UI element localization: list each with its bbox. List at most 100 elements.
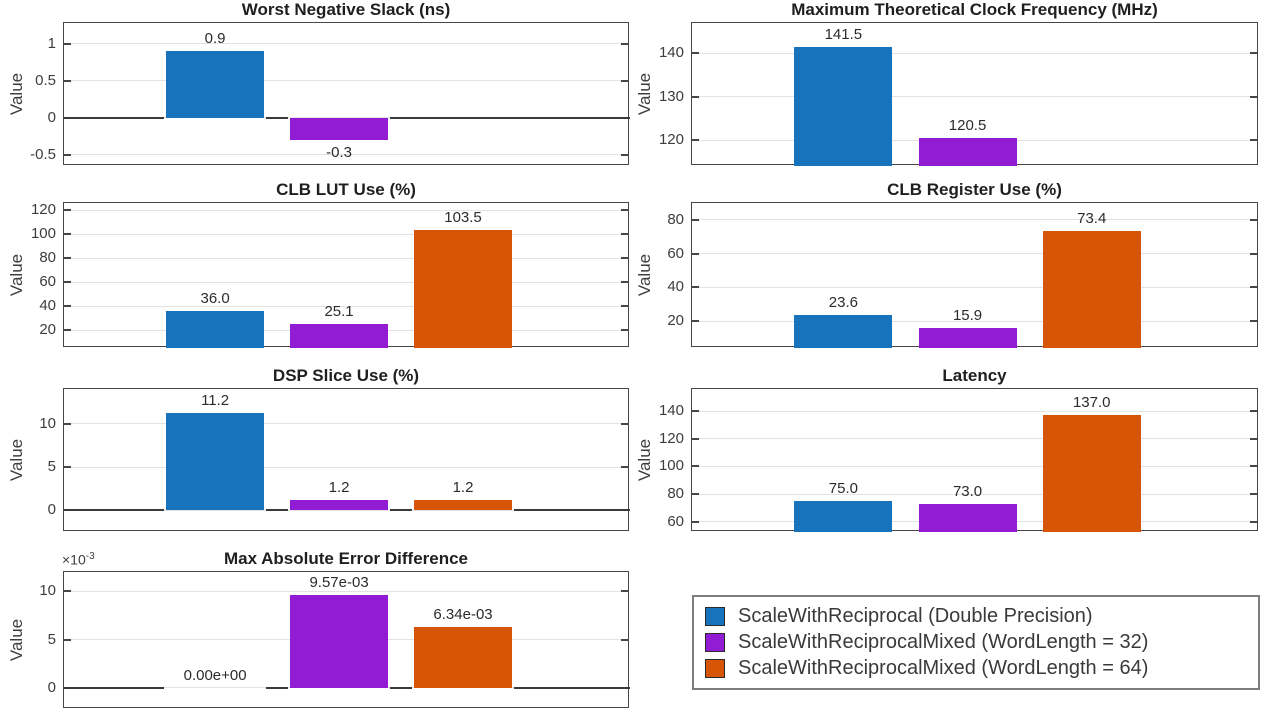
zero-baseline (266, 116, 289, 119)
bar-value-label: 1.2 (452, 478, 474, 496)
zero-baseline (64, 116, 165, 119)
bar (166, 310, 265, 348)
bar (1042, 230, 1141, 348)
gridline (64, 257, 628, 259)
gridline (64, 80, 628, 82)
y-tick-mark (621, 638, 628, 641)
y-tick-mark (1250, 410, 1257, 413)
y-tick-mark (64, 422, 71, 425)
bar-value-label: 9.57e-03 (309, 574, 369, 592)
chart-title: Latency (942, 366, 1007, 385)
axis-scale-exponent: -3 (85, 551, 95, 562)
legend-swatch-purple (705, 633, 725, 652)
bar-value-label: 11.2 (201, 392, 230, 410)
bar (290, 117, 389, 141)
gridline (692, 52, 1257, 54)
y-tick-mark (64, 42, 71, 45)
y-tick-label: 60 (39, 273, 56, 291)
y-tick-mark (692, 139, 699, 141)
y-tick-mark (64, 638, 71, 641)
gridline (692, 465, 1257, 467)
gridline (692, 438, 1257, 440)
bar-value-label: -0.3 (326, 144, 352, 162)
y-tick-mark (621, 257, 628, 260)
y-tick-mark (64, 153, 71, 156)
gridline (692, 320, 1257, 322)
y-tick-mark (64, 209, 71, 212)
y-tick-mark (621, 305, 628, 308)
bar-value-label: 73.4 (1077, 209, 1107, 227)
y-tick-mark (621, 590, 628, 593)
bar (918, 327, 1017, 348)
chart-title: CLB LUT Use (%) (276, 180, 416, 199)
bar-value-label: 1.2 (328, 478, 350, 496)
y-tick-mark (621, 329, 628, 332)
y-tick-mark (64, 79, 71, 82)
y-tick-label: 120 (658, 131, 684, 148)
y-tick-label: 5 (47, 630, 56, 648)
legend-item: ScaleWithReciprocalMixed (WordLength = 3… (705, 631, 1258, 654)
gridline (64, 687, 628, 689)
y-tick-label: 140 (658, 402, 684, 420)
chart: Value 20 40 60 80 23.6 15.9 73.4 (635, 202, 1258, 348)
y-tick-mark (1250, 520, 1257, 523)
zero-baseline (513, 686, 630, 689)
y-tick-mark (1250, 465, 1257, 468)
bar-value-label: 0.9 (204, 30, 226, 48)
y-tick-mark (1250, 437, 1257, 440)
y-tick-mark (621, 42, 628, 45)
chart-title: Worst Negative Slack (ns) (241, 0, 451, 19)
y-tick-mark (64, 233, 71, 236)
gridline (64, 154, 628, 156)
y-tick-mark (1250, 493, 1257, 495)
y-tick-mark (64, 257, 71, 260)
y-tick-mark (1250, 286, 1257, 289)
gridline (64, 509, 628, 511)
legend-swatch-blue (705, 607, 725, 626)
bar (794, 314, 893, 348)
y-tick-label: 0 (47, 678, 56, 696)
y-tick-mark (64, 590, 71, 593)
gridline (692, 286, 1257, 288)
chart: Value 60 80 100 120 140 75.0 73.0 137.0 (635, 388, 1258, 532)
legend: ScaleWithReciprocal (Double Precision) S… (692, 595, 1260, 690)
y-tick-mark (621, 233, 628, 236)
bar (1042, 415, 1141, 532)
chart-title: CLB Register Use (%) (887, 180, 1062, 199)
legend-item: ScaleWithReciprocalMixed (WordLength = 6… (705, 657, 1258, 680)
chart-title: Maximum Theoretical Clock Frequency (MHz… (791, 0, 1158, 19)
y-tick-mark (621, 422, 628, 425)
bar-value-label: 15.9 (952, 306, 983, 324)
y-tick-label: 100 (658, 457, 684, 475)
gridline (64, 43, 628, 45)
bar-value-label: 75.0 (828, 479, 858, 497)
chart: Value 20 40 60 80 100 120 36.0 25.1 103.5 (7, 201, 629, 348)
y-tick-label: 60 (667, 244, 684, 262)
y-tick-mark (621, 281, 628, 284)
y-tick-mark (692, 410, 699, 413)
gridline (64, 305, 628, 307)
axis-scale-label: ×10-3 (62, 551, 95, 568)
y-tick-mark (621, 466, 628, 468)
y-tick-label: 140 (658, 44, 684, 62)
bar (414, 499, 512, 511)
y-tick-mark (64, 329, 71, 332)
y-tick-mark (621, 153, 628, 156)
zero-baseline (64, 686, 165, 689)
gridline (692, 410, 1257, 412)
y-tick-label: 20 (667, 312, 684, 330)
y-tick-mark (1250, 320, 1257, 323)
y-tick-label: 130 (658, 87, 684, 105)
zero-baseline (390, 686, 413, 689)
bar-value-label: 137.0 (1072, 394, 1111, 412)
legend-swatch-orange (705, 659, 725, 678)
y-tick-mark (692, 286, 699, 289)
gridline (64, 233, 628, 235)
y-tick-mark (692, 218, 699, 221)
gridline (692, 219, 1257, 221)
y-tick-mark (692, 520, 699, 523)
y-tick-label: 40 (39, 297, 56, 315)
y-tick-label: 100 (30, 225, 56, 243)
bar (290, 499, 389, 511)
